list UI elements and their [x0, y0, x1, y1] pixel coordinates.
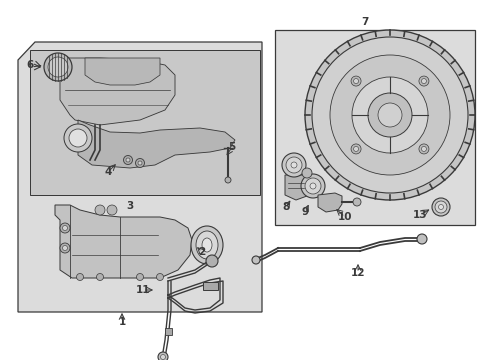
Ellipse shape [202, 238, 212, 252]
Ellipse shape [196, 231, 218, 259]
Circle shape [251, 256, 260, 264]
Polygon shape [18, 42, 262, 312]
Text: 3: 3 [126, 201, 133, 211]
Circle shape [418, 76, 428, 86]
Text: 12: 12 [350, 268, 365, 278]
Polygon shape [285, 175, 306, 200]
Polygon shape [30, 50, 260, 195]
Circle shape [126, 158, 130, 162]
Circle shape [160, 355, 165, 360]
Text: 8: 8 [282, 202, 289, 212]
Circle shape [329, 55, 449, 175]
Circle shape [48, 57, 68, 77]
Circle shape [290, 162, 296, 168]
Text: 13: 13 [412, 210, 427, 220]
Text: 9: 9 [301, 207, 308, 217]
Text: 11: 11 [136, 285, 150, 295]
Circle shape [107, 205, 117, 215]
Circle shape [96, 274, 103, 280]
Circle shape [301, 174, 325, 198]
Circle shape [135, 158, 144, 167]
Circle shape [205, 255, 218, 267]
Polygon shape [60, 58, 175, 125]
Text: 4: 4 [104, 167, 111, 177]
Circle shape [351, 77, 427, 153]
Circle shape [350, 76, 360, 86]
Circle shape [305, 178, 320, 194]
Circle shape [69, 129, 87, 147]
Circle shape [309, 183, 315, 189]
Ellipse shape [191, 226, 223, 264]
Circle shape [431, 198, 449, 216]
Circle shape [224, 177, 230, 183]
Polygon shape [203, 282, 218, 290]
Circle shape [434, 201, 446, 213]
Polygon shape [55, 205, 192, 278]
Text: 7: 7 [361, 17, 368, 27]
Circle shape [156, 274, 163, 280]
Circle shape [44, 53, 72, 81]
Circle shape [136, 274, 143, 280]
Circle shape [76, 274, 83, 280]
Circle shape [158, 352, 168, 360]
Circle shape [62, 246, 67, 251]
Circle shape [282, 153, 305, 177]
Circle shape [418, 144, 428, 154]
Circle shape [60, 243, 70, 253]
Circle shape [421, 78, 426, 84]
Circle shape [416, 234, 426, 244]
Bar [274, 30, 474, 225]
Circle shape [350, 144, 360, 154]
Circle shape [367, 93, 411, 137]
Circle shape [95, 205, 105, 215]
Circle shape [138, 161, 142, 165]
Circle shape [421, 147, 426, 152]
Circle shape [123, 156, 132, 165]
Polygon shape [85, 58, 160, 85]
Text: 10: 10 [337, 212, 351, 222]
Circle shape [353, 78, 358, 84]
Circle shape [352, 198, 360, 206]
Circle shape [302, 168, 311, 178]
Text: 1: 1 [118, 317, 125, 327]
Circle shape [353, 147, 358, 152]
Circle shape [64, 124, 92, 152]
Circle shape [377, 103, 401, 127]
Circle shape [311, 37, 467, 193]
Circle shape [438, 204, 443, 210]
Circle shape [60, 223, 70, 233]
Polygon shape [78, 120, 235, 168]
Text: 2: 2 [198, 247, 205, 257]
Text: 5: 5 [228, 142, 235, 152]
Polygon shape [317, 193, 341, 212]
Circle shape [285, 157, 302, 173]
Circle shape [305, 30, 474, 200]
Circle shape [62, 225, 67, 230]
Polygon shape [164, 328, 172, 335]
Text: 6: 6 [26, 60, 34, 70]
